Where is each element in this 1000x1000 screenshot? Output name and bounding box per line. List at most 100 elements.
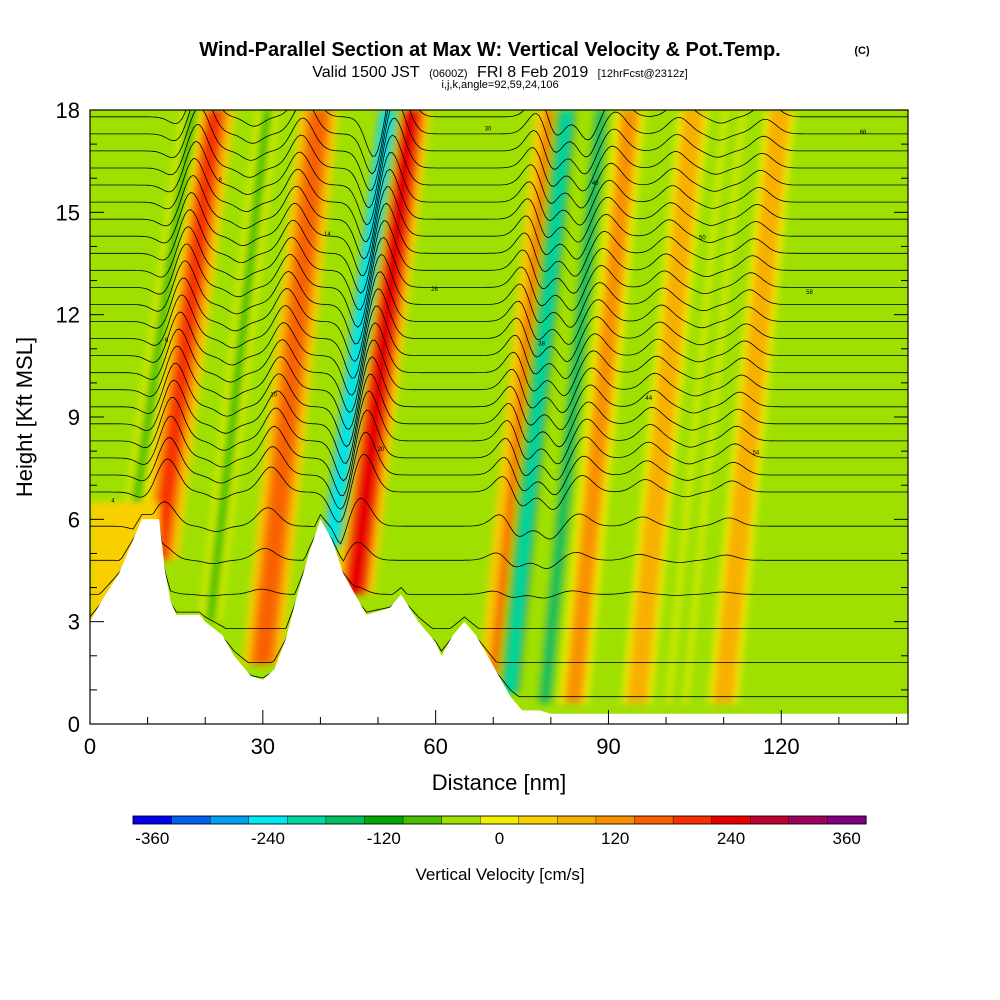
colorbar-swatch xyxy=(209,815,250,825)
colorbar-label: Vertical Velocity [cm/s] xyxy=(415,865,584,884)
theta-contour-line-3 xyxy=(90,534,908,599)
colorbar-swatch xyxy=(711,815,751,825)
theta-contour-line-18 xyxy=(90,237,908,328)
colorbar-frame xyxy=(132,815,867,825)
colorbar-tick-label: -360 xyxy=(135,829,169,848)
colorbar-tick-label: 360 xyxy=(833,829,861,848)
theta-contour-line-19 xyxy=(90,220,908,311)
theta-contour-line-7 xyxy=(90,431,908,510)
forecast-info: [12hrFcst@2312z] xyxy=(598,68,688,80)
y-axis-label: Height [Kft MSL] xyxy=(12,337,37,497)
theta-contour-line-21 xyxy=(90,186,908,277)
utc-time: (0600Z) xyxy=(429,68,468,80)
theta-contour-line-20 xyxy=(90,202,908,294)
theta-label: 14 xyxy=(324,232,331,238)
theta-contour-line-27 xyxy=(90,110,908,175)
valid-date: FRI 8 Feb 2019 xyxy=(477,64,588,81)
downdraft-band-d3-2 xyxy=(504,110,573,694)
theta-contour-line-11 xyxy=(90,356,908,448)
colorbar-swatch xyxy=(634,815,674,825)
x-tick-label: 0 xyxy=(84,734,96,759)
theta-contour-line-16 xyxy=(90,271,908,362)
theta-label: 66 xyxy=(860,130,867,136)
theta-contour-line-23 xyxy=(90,152,908,243)
chart-title: Wind-Parallel Section at Max W: Vertical… xyxy=(199,39,780,61)
colorbar-swatch xyxy=(595,815,636,825)
theta-contour-line-9 xyxy=(90,390,908,482)
theta-label: 54 xyxy=(753,451,760,457)
downdraft-band-d4-2 xyxy=(540,110,606,704)
colorbar-swatch xyxy=(827,815,867,825)
updraft-band-u6-2 xyxy=(716,110,787,704)
velocity-field xyxy=(90,110,796,724)
x-tick-label: 120 xyxy=(763,734,800,759)
theta-contour-line-24 xyxy=(90,134,908,226)
theta-label: 20 xyxy=(378,447,385,453)
downdraft-band-d1-2 xyxy=(206,110,272,621)
colorbar-swatch xyxy=(132,815,173,825)
downdraft-band-d5-2 xyxy=(672,110,739,704)
colorbar-swatch xyxy=(441,815,481,825)
colorbar-swatch xyxy=(788,815,829,825)
colorbar-swatch xyxy=(518,815,558,825)
theta-contour-line-28 xyxy=(90,110,908,157)
theta-label: 50 xyxy=(699,236,706,242)
y-tick-label: 3 xyxy=(68,610,80,635)
theta-contour-line-2 xyxy=(90,544,908,629)
copyright-mark: (C) xyxy=(854,45,870,57)
chart-subtitle: Valid 1500 JST (0600Z) FRI 8 Feb 2019 [1… xyxy=(312,64,687,81)
theta-label: 44 xyxy=(645,396,652,402)
theta-label: 26 xyxy=(431,287,438,293)
x-axis-label: Distance [nm] xyxy=(432,770,567,795)
colorbar-swatch xyxy=(672,815,713,825)
colorbar-swatch xyxy=(248,815,288,825)
y-tick-label: 12 xyxy=(56,303,80,328)
colorbar-swatch xyxy=(171,815,211,825)
theta-label: 10 xyxy=(270,393,277,399)
updraft-band-u2-2 xyxy=(346,110,420,595)
updraft-band-u0-2 xyxy=(150,110,224,561)
terrain-mask xyxy=(90,519,908,724)
theta-label: 38 xyxy=(538,341,545,347)
y-axis: 0 3 6 9 12 15 18 xyxy=(56,98,908,737)
colorbar-tick-label: -240 xyxy=(251,829,285,848)
theta-contour-line-10 xyxy=(90,373,908,464)
colorbar: -360 -240 -120 0 120 240 360 xyxy=(132,815,867,848)
theta-contour-line-17 xyxy=(90,254,908,345)
theta-label: 40 xyxy=(592,181,599,187)
section-indices: i,j,k,angle=92,59,24,106 xyxy=(441,79,558,91)
theta-contour-labels: 4 6 8 10 14 20 26 30 38 40 44 50 54 58 66 xyxy=(111,126,867,504)
theta-label: 58 xyxy=(806,290,813,296)
colorbar-swatch xyxy=(287,815,327,825)
colorbar-tick-label: 240 xyxy=(717,829,745,848)
theta-contour-line-22 xyxy=(90,168,908,260)
y-tick-label: 6 xyxy=(68,507,80,532)
x-tick-label: 30 xyxy=(251,734,275,759)
theta-contour-line-14 xyxy=(90,305,908,396)
theta-contour-line-8 xyxy=(90,409,908,497)
x-tick-label: 60 xyxy=(423,734,447,759)
colorbar-swatch xyxy=(364,815,404,825)
colorbar-swatch xyxy=(480,815,520,825)
theta-contour-line-12 xyxy=(90,339,908,430)
colorbar-tick-label: 0 xyxy=(495,829,504,848)
colorbar-swatch xyxy=(557,815,597,825)
y-tick-label: 15 xyxy=(56,200,80,225)
theta-label: 4 xyxy=(111,498,115,504)
theta-contour-line-26 xyxy=(90,110,908,191)
updraft-band-u4-2 xyxy=(567,110,637,704)
valid-time: Valid 1500 JST xyxy=(312,64,420,81)
plot-area: 4 6 8 10 14 20 26 30 38 40 44 50 54 58 66 xyxy=(90,110,908,724)
theta-label: 30 xyxy=(485,126,492,132)
theta-contour-line-1 xyxy=(90,554,908,663)
theta-label: 6 xyxy=(165,338,169,344)
colorbar-tick-label: 120 xyxy=(601,829,629,848)
colorbar-swatch xyxy=(750,815,790,825)
theta-label: 8 xyxy=(219,178,223,184)
y-tick-label: 9 xyxy=(68,405,80,430)
x-axis: 0 30 60 90 120 xyxy=(84,710,897,759)
x-tick-label: 90 xyxy=(596,734,620,759)
y-tick-label: 0 xyxy=(68,712,80,737)
theta-contour-line-4 xyxy=(90,524,908,569)
